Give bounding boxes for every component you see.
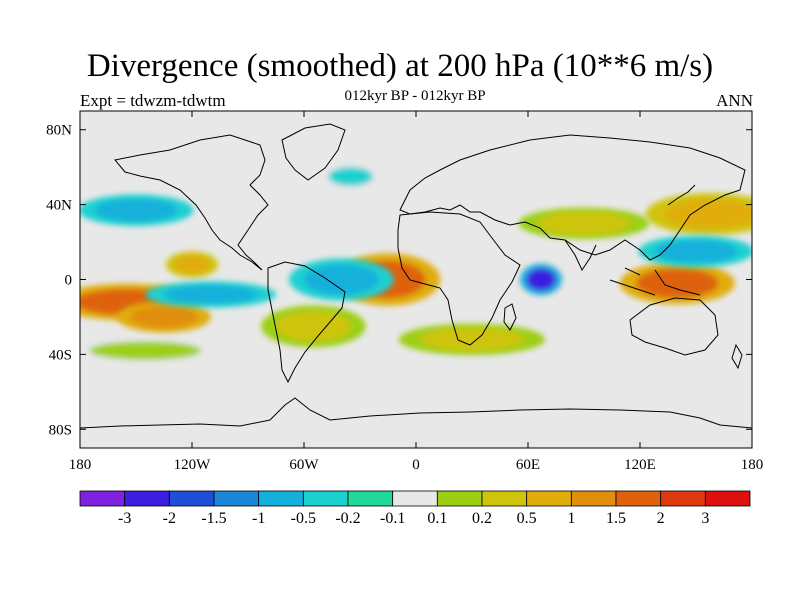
y-tick-label: 0	[65, 273, 73, 289]
colorbar-swatch	[481, 490, 528, 507]
colorbar-label: -0.5	[291, 510, 316, 527]
colorbar-label: -1	[252, 510, 265, 527]
colorbar-swatch	[570, 490, 617, 507]
colorbar: -3 -2 -1.5 -1 -0.5 -0.2 -0.1 0.1 0.2 0.5 1 1.5 2 3	[79, 490, 751, 527]
colorbar-label: 1.5	[606, 510, 626, 527]
x-tick-label: 0	[412, 457, 420, 473]
colorbar-label: 0.2	[472, 510, 492, 527]
chart-subtitle: 012kyr BP - 012kyr BP	[344, 88, 486, 104]
coastline-madagascar	[503, 303, 517, 331]
coastline-eurasia	[399, 134, 746, 261]
coastline-maritime-continent	[609, 267, 701, 296]
x-tick-label: 60W	[289, 457, 319, 473]
colorbar-label: 2	[657, 510, 665, 527]
colorbar-label: 0.1	[427, 510, 447, 527]
coastline-greenland	[281, 123, 346, 181]
season-label: ANN	[716, 91, 753, 110]
y-tick-label: 80S	[49, 422, 72, 438]
coastline-antarctica	[80, 397, 752, 429]
colorbar-swatch	[124, 490, 170, 507]
colorbar-label: 0.5	[517, 510, 537, 527]
field-feature-6	[638, 235, 752, 268]
colorbar-swatch	[258, 490, 304, 507]
colorbar-label: 3	[701, 510, 709, 527]
x-tick-label: 120E	[624, 457, 656, 473]
colorbar-label: -2	[163, 510, 176, 527]
colorbar-label: -0.1	[380, 510, 405, 527]
field-feature-11	[398, 323, 546, 356]
field-feature-12	[319, 163, 383, 190]
coastline-south-america	[267, 261, 346, 384]
coastline-australia	[629, 297, 719, 356]
colorbar-swatch	[79, 490, 126, 507]
coastline-africa	[397, 211, 521, 346]
colorbar-swatch	[213, 490, 260, 507]
colorbar-label: -3	[118, 510, 131, 527]
x-tick-label: 180	[741, 457, 764, 473]
colorbar-swatch	[347, 490, 394, 507]
y-tick-label: 80N	[46, 123, 72, 139]
colorbar-swatch	[436, 490, 483, 507]
colorbar-swatch	[392, 490, 438, 507]
coastline-north-america	[114, 134, 269, 271]
colorbar-swatch	[302, 490, 349, 507]
colorbar-swatch	[660, 490, 706, 507]
coastline-japan	[667, 184, 696, 206]
y-tick-label: 40N	[46, 198, 72, 214]
y-tick-label: 40S	[49, 347, 72, 363]
field-feature-4	[619, 262, 735, 305]
coastline-india	[564, 239, 597, 272]
field-feature-13	[289, 258, 394, 301]
colorbar-label: -0.2	[335, 510, 360, 527]
colorbar-label: -1.5	[201, 510, 226, 527]
field-feature-14	[518, 207, 650, 240]
field-feature-9	[145, 281, 276, 308]
colorbar-label: 1	[567, 510, 575, 527]
x-tick-label: 60E	[516, 457, 540, 473]
coastlines	[80, 123, 752, 429]
x-tick-label: 180	[69, 457, 92, 473]
experiment-label: Expt = tdwzm-tdwtm	[80, 91, 226, 110]
field-feature-5	[645, 193, 752, 235]
field-feature-1	[116, 301, 212, 333]
x-tick-label: 120W	[174, 457, 212, 473]
colorbar-swatch	[615, 490, 662, 507]
colorbar-swatch	[168, 490, 215, 507]
field-feature-15	[261, 305, 366, 348]
axes: 180 120W 60W 0 60E 120E 180 80N 40N 0 40S 80S	[46, 111, 763, 473]
field-feature-8	[165, 251, 219, 278]
field-feature-10	[80, 337, 224, 364]
field-feature-7	[80, 194, 194, 226]
coastline-new-zealand	[731, 343, 743, 370]
field-feature-3	[520, 263, 562, 296]
divergence-field	[80, 163, 752, 364]
colorbar-swatch	[704, 490, 751, 507]
chart-title: Divergence (smoothed) at 200 hPa (10**6 …	[86, 48, 714, 84]
colorbar-swatch	[526, 490, 572, 507]
